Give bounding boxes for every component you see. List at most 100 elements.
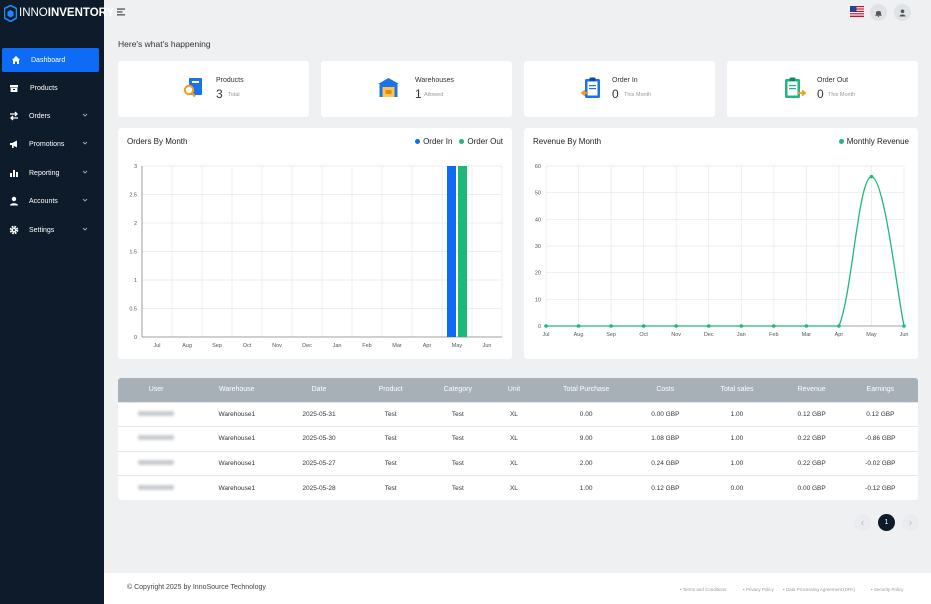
redacted-user xyxy=(138,459,175,465)
data-point xyxy=(641,324,646,328)
bell-icon xyxy=(875,10,882,17)
table-cell: 1.00 xyxy=(730,410,744,418)
sidebar-item-products[interactable]: Products xyxy=(0,76,104,100)
table-cell: 1.00 xyxy=(579,484,593,492)
copyright-text: © Copyright 2025 by InnoSource Technolog… xyxy=(127,584,266,591)
chevron-left-icon xyxy=(860,520,864,525)
x-tick-label: Apr xyxy=(423,343,432,349)
chevron-down-icon xyxy=(82,227,88,231)
legend-label: Monthly Revenue xyxy=(846,137,909,146)
sidebar-item-dashboard[interactable]: Dashboard xyxy=(2,48,99,72)
sidebar-item-reporting[interactable]: Reporting xyxy=(0,161,104,185)
table-row[interactable]: Warehouse1 2025-05-28 Test Test XL 1.00 0.12 G… xyxy=(118,475,918,501)
chevron-down-icon xyxy=(82,170,88,174)
column-header[interactable]: Product xyxy=(378,386,403,394)
x-tick-label: Aug xyxy=(574,332,584,338)
footer-link-terms[interactable]: • Terms and Conditions xyxy=(680,587,727,592)
table-cell: 2.00 xyxy=(579,459,593,467)
legend-item-order-in[interactable]: Order In xyxy=(415,137,452,146)
table-cell: Test xyxy=(451,435,464,443)
x-tick-label: Jun xyxy=(483,343,492,349)
table-row[interactable]: Warehouse1 2025-05-31 Test Test XL 0.00 0.00 G… xyxy=(118,402,918,427)
table-cell: Warehouse1 xyxy=(218,410,256,418)
x-tick-label: Feb xyxy=(769,332,778,338)
series-line-monthly-revenue xyxy=(545,176,905,327)
stat-label: Warehouses xyxy=(415,77,455,84)
column-header[interactable]: Warehouse xyxy=(219,386,255,394)
y-tick-label: 0.5 xyxy=(129,307,137,313)
redacted-user xyxy=(138,435,175,441)
data-point xyxy=(902,324,906,328)
us-flag-icon[interactable] xyxy=(850,6,864,17)
y-tick-label: 2.5 xyxy=(129,193,137,199)
stat-value: 3 xyxy=(216,87,223,101)
notifications-button[interactable] xyxy=(870,4,887,21)
stat-sub: This Month xyxy=(828,92,856,98)
brand-logo[interactable]: INNOINVENTORY xyxy=(4,4,114,22)
sidebar-item-label: Promotions xyxy=(29,140,65,148)
y-tick-label: 50 xyxy=(535,191,541,197)
x-tick-label: Dec xyxy=(704,332,714,338)
column-header[interactable]: Unit xyxy=(507,386,521,394)
redacted-user xyxy=(138,410,175,416)
redacted-user xyxy=(138,484,175,490)
x-tick-label: Jan xyxy=(333,343,342,349)
pagination-prev-button[interactable] xyxy=(854,514,871,531)
column-header[interactable]: Earnings xyxy=(866,386,895,394)
table-cell: 0.00 xyxy=(579,410,593,418)
legend-item-order-out[interactable]: Order Out xyxy=(459,137,503,146)
column-header[interactable]: User xyxy=(148,386,164,394)
legend-item-monthly-revenue[interactable]: Monthly Revenue xyxy=(838,137,909,146)
sidebar-item-promotions[interactable]: Promotions xyxy=(0,132,104,156)
x-tick-label: Aug xyxy=(182,343,192,349)
data-point xyxy=(837,324,841,328)
footer-link-privacy[interactable]: • Privacy Policy xyxy=(743,587,774,592)
table-cell: 0.24 GBP xyxy=(651,459,680,467)
x-tick-label: Nov xyxy=(671,332,681,338)
user-cell xyxy=(118,476,194,501)
table-cell: 1.00 xyxy=(730,459,744,467)
pagination-next-button[interactable] xyxy=(902,514,919,531)
footer-link-security[interactable]: • Security Policy xyxy=(871,587,904,592)
profile-button[interactable] xyxy=(894,4,911,21)
legend-dot xyxy=(459,139,465,144)
table-cell: 9.00 xyxy=(579,435,593,443)
sidebar-item-orders[interactable]: Orders xyxy=(0,104,104,128)
x-tick-label: Sep xyxy=(212,343,222,349)
table-row[interactable]: Warehouse1 2025-05-27 Test Test XL 2.00 0.24 G… xyxy=(118,451,918,476)
table-cell: -0.12 GBP xyxy=(865,484,896,492)
sidebar-item-label: Settings xyxy=(29,226,55,234)
top-bar xyxy=(104,0,931,26)
legend-label: Order Out xyxy=(467,137,503,146)
y-tick-label: 0 xyxy=(538,324,541,330)
bar-order-in xyxy=(447,166,456,337)
stat-label: Order In xyxy=(612,77,638,84)
x-tick-label: Apr xyxy=(835,332,844,338)
table-row[interactable]: Warehouse1 2025-05-30 Test Test XL 9.00 1.08 G… xyxy=(118,426,918,452)
column-header[interactable]: Costs xyxy=(656,386,675,394)
column-header[interactable]: Total Purchase xyxy=(562,386,610,394)
pagination-page-1[interactable]: 1 xyxy=(878,514,895,531)
legend-dot xyxy=(415,139,421,144)
clipboard-out-icon xyxy=(785,77,806,98)
column-header[interactable]: Category xyxy=(443,386,473,394)
column-header[interactable]: Date xyxy=(311,386,327,394)
y-tick-label: 30 xyxy=(535,244,541,250)
sidebar-item-label: Reporting xyxy=(29,169,60,177)
data-point xyxy=(609,324,613,328)
menu-toggle-icon[interactable] xyxy=(117,8,126,16)
x-tick-label: Jan xyxy=(737,332,746,338)
table-cell: Test xyxy=(384,459,397,467)
gear-icon xyxy=(9,225,19,235)
sidebar-item-accounts[interactable]: Accounts xyxy=(0,189,104,213)
stat-card-order-in: Order In 0 This Month xyxy=(524,61,715,117)
table-cell: 0.12 GBP xyxy=(866,410,895,418)
column-header[interactable]: Total sales xyxy=(720,386,754,394)
y-tick-label: 60 xyxy=(535,164,541,170)
footer-link-dpa[interactable]: • Data Processing Agreement (DPA) xyxy=(783,587,856,592)
x-tick-label: Nov xyxy=(272,343,282,349)
clipboard-in-icon xyxy=(581,77,600,98)
sidebar-item-settings[interactable]: Settings xyxy=(0,218,104,242)
x-tick-label: Dec xyxy=(302,343,312,349)
column-header[interactable]: Revenue xyxy=(797,386,826,394)
